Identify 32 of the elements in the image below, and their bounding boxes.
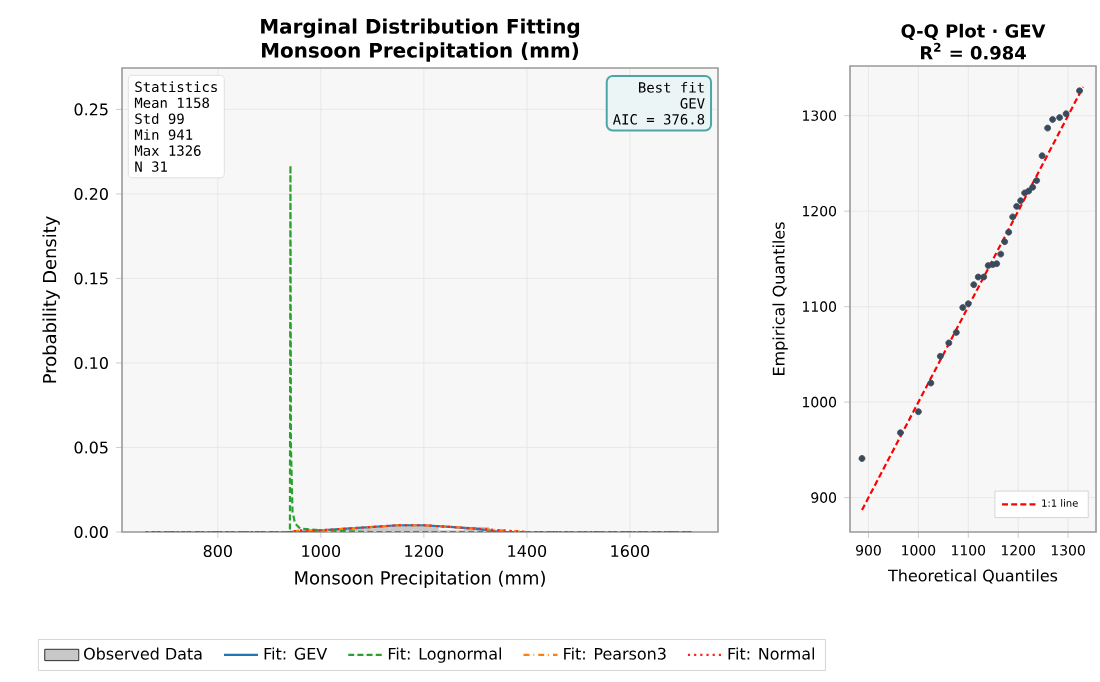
point	[1056, 114, 1063, 121]
point	[1049, 116, 1056, 123]
point	[964, 300, 972, 308]
point	[897, 429, 904, 437]
point	[952, 329, 960, 336]
point	[1033, 177, 1041, 184]
point	[914, 408, 922, 416]
point	[858, 455, 866, 462]
chart-subtitle: R$^{2}$ = 0.984	[920, 42, 1026, 60]
point	[927, 379, 935, 387]
point	[1038, 152, 1046, 160]
point	[980, 273, 988, 281]
chart-subtitle: Monsoon Precipitation (mm)	[262, 42, 579, 62]
x-axis-title: Monsoon Precipitation (mm)	[295, 570, 545, 589]
point	[936, 352, 944, 360]
point	[974, 273, 982, 281]
chart-title: Marginal Distribution Fitting	[261, 18, 580, 38]
point	[1009, 213, 1017, 221]
point	[959, 304, 967, 311]
point	[1029, 183, 1037, 191]
chart-title: Q-Q Plot · GEV	[901, 23, 1046, 41]
point	[1001, 238, 1009, 246]
y-axis-title: Probability Density	[42, 216, 60, 383]
point	[970, 281, 978, 289]
point	[1062, 110, 1070, 118]
point	[945, 339, 953, 347]
point	[1005, 228, 1013, 236]
point	[997, 250, 1005, 258]
point	[1076, 87, 1083, 95]
point	[1044, 124, 1052, 132]
point	[1017, 197, 1025, 205]
point	[1013, 202, 1021, 210]
